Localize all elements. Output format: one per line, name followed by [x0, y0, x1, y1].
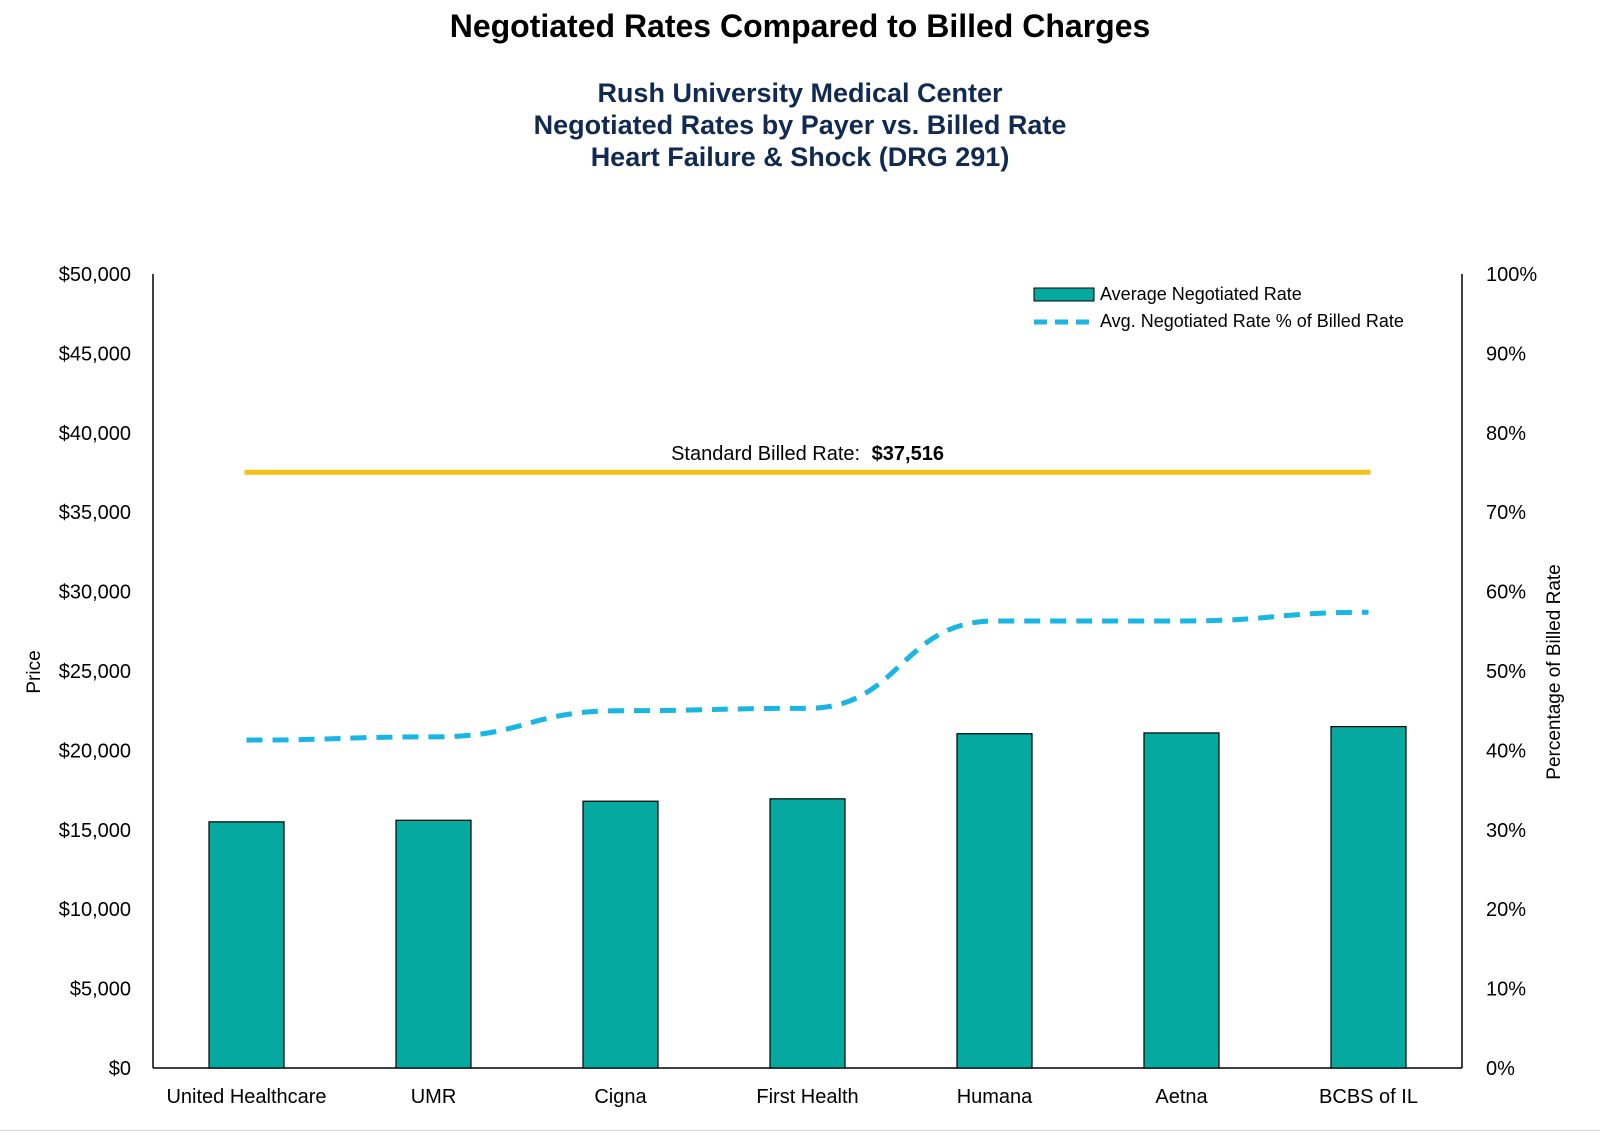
left-tick-label: $50,000 — [59, 264, 131, 286]
right-tick-labels: 0% 10% 20% 30% 40% 50% 60% 70% 80% 90% 100% — [1486, 264, 1537, 1080]
right-tick-label: 30% — [1486, 820, 1526, 842]
right-tick-label: 90% — [1486, 343, 1526, 365]
bar-united-healthcare — [208, 821, 285, 1069]
category-label: BCBS of IL — [1319, 1086, 1418, 1108]
legend-bar-swatch — [1033, 287, 1095, 302]
bar-umr — [395, 819, 472, 1069]
bar-cigna — [582, 800, 659, 1069]
category-labels: United Healthcare UMR Cigna First Health Hum… — [166, 1086, 1418, 1108]
chart-subtitle-line-3: Heart Failure & Shock (DRG 291) — [590, 142, 1010, 172]
left-tick-label: $30,000 — [59, 582, 131, 604]
left-tick-label: $40,000 — [59, 423, 131, 445]
chart-subtitle-line-1: Rush University Medical Center — [597, 78, 1003, 108]
legend: Average Negotiated Rate Avg. Negotiated … — [1033, 284, 1404, 331]
billed-rate-label: Standard Billed Rate: — [671, 443, 860, 465]
billed-rate-reference: Standard Billed Rate: $37,516 — [244, 443, 1371, 475]
bar-bcbs-of-il — [1330, 725, 1407, 1069]
percent-of-billed-line — [246, 609, 1369, 743]
legend-line-label: Avg. Negotiated Rate % of Billed Rate — [1100, 311, 1404, 331]
category-label: United Healthcare — [166, 1086, 326, 1108]
right-tick-label: 80% — [1486, 423, 1526, 445]
category-label: First Health — [756, 1086, 858, 1108]
category-label: Humana — [957, 1086, 1033, 1108]
right-tick-label: 40% — [1486, 740, 1526, 762]
right-axis-title: Percentage of Billed Rate — [1544, 564, 1565, 779]
right-tick-label: 100% — [1486, 264, 1537, 286]
left-tick-label: $5,000 — [70, 979, 131, 1001]
left-tick-label: $20,000 — [59, 740, 131, 762]
left-tick-label: $10,000 — [59, 899, 131, 921]
right-tick-label: 20% — [1486, 899, 1526, 921]
right-tick-label: 70% — [1486, 502, 1526, 524]
bar-aetna — [1143, 732, 1220, 1069]
billed-rate-value: $37,516 — [872, 443, 944, 465]
category-label: UMR — [411, 1086, 457, 1108]
left-axis-title: Price — [24, 650, 45, 693]
bar-first-health — [769, 798, 846, 1069]
right-tick-label: 50% — [1486, 661, 1526, 683]
category-label: Aetna — [1155, 1086, 1208, 1108]
right-tick-label: 60% — [1486, 582, 1526, 604]
left-tick-label: $35,000 — [59, 502, 131, 524]
left-tick-label: $45,000 — [59, 343, 131, 365]
bar-series — [208, 725, 1407, 1069]
right-tick-label: 0% — [1486, 1058, 1515, 1080]
billed-rate-annotation: Standard Billed Rate: $37,516 — [671, 443, 944, 465]
bar-humana — [956, 733, 1033, 1069]
category-label: Cigna — [594, 1086, 647, 1108]
percent-line-series — [246, 609, 1369, 743]
right-tick-label: 10% — [1486, 979, 1526, 1001]
bottom-divider — [0, 1130, 1600, 1131]
legend-bar-label: Average Negotiated Rate — [1100, 284, 1302, 304]
left-tick-label: $15,000 — [59, 820, 131, 842]
left-tick-label: $0 — [109, 1058, 131, 1080]
page-title: Negotiated Rates Compared to Billed Char… — [449, 8, 1151, 44]
chart-subtitle-line-2: Negotiated Rates by Payer vs. Billed Rat… — [533, 110, 1067, 140]
left-tick-labels: $0 $5,000 $10,000 $15,000 $20,000 $25,000 $30,… — [59, 264, 131, 1080]
left-tick-label: $25,000 — [59, 661, 131, 683]
